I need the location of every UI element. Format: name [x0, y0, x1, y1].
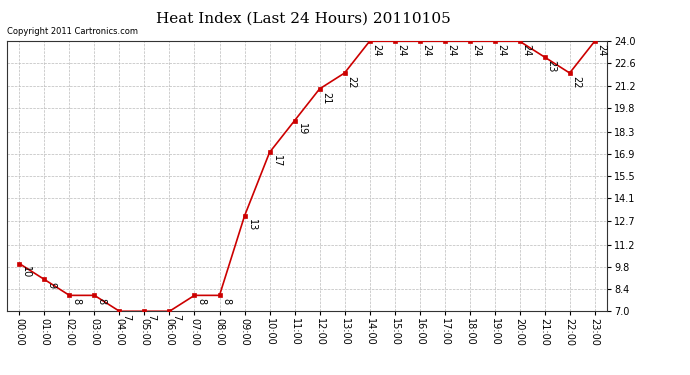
Text: 24: 24 — [522, 44, 531, 56]
Text: 10: 10 — [21, 266, 31, 279]
Text: 17: 17 — [271, 155, 282, 168]
Text: 19: 19 — [297, 123, 306, 136]
Text: 8: 8 — [221, 298, 231, 304]
Text: 24: 24 — [397, 44, 406, 56]
Text: 9: 9 — [46, 282, 57, 288]
Text: 23: 23 — [546, 60, 557, 72]
Text: 8: 8 — [97, 298, 106, 304]
Text: 7: 7 — [146, 314, 157, 320]
Text: Heat Index (Last 24 Hours) 20110105: Heat Index (Last 24 Hours) 20110105 — [156, 11, 451, 25]
Text: 22: 22 — [571, 76, 582, 88]
Text: Copyright 2011 Cartronics.com: Copyright 2011 Cartronics.com — [7, 27, 138, 36]
Text: 24: 24 — [497, 44, 506, 56]
Text: 21: 21 — [322, 92, 331, 104]
Text: 13: 13 — [246, 219, 257, 231]
Text: 8: 8 — [71, 298, 81, 304]
Text: 24: 24 — [471, 44, 482, 56]
Text: 24: 24 — [446, 44, 457, 56]
Text: 24: 24 — [597, 44, 607, 56]
Text: 24: 24 — [371, 44, 382, 56]
Text: 7: 7 — [121, 314, 131, 320]
Text: 7: 7 — [171, 314, 181, 320]
Text: 22: 22 — [346, 76, 357, 88]
Text: 24: 24 — [422, 44, 431, 56]
Text: 8: 8 — [197, 298, 206, 304]
